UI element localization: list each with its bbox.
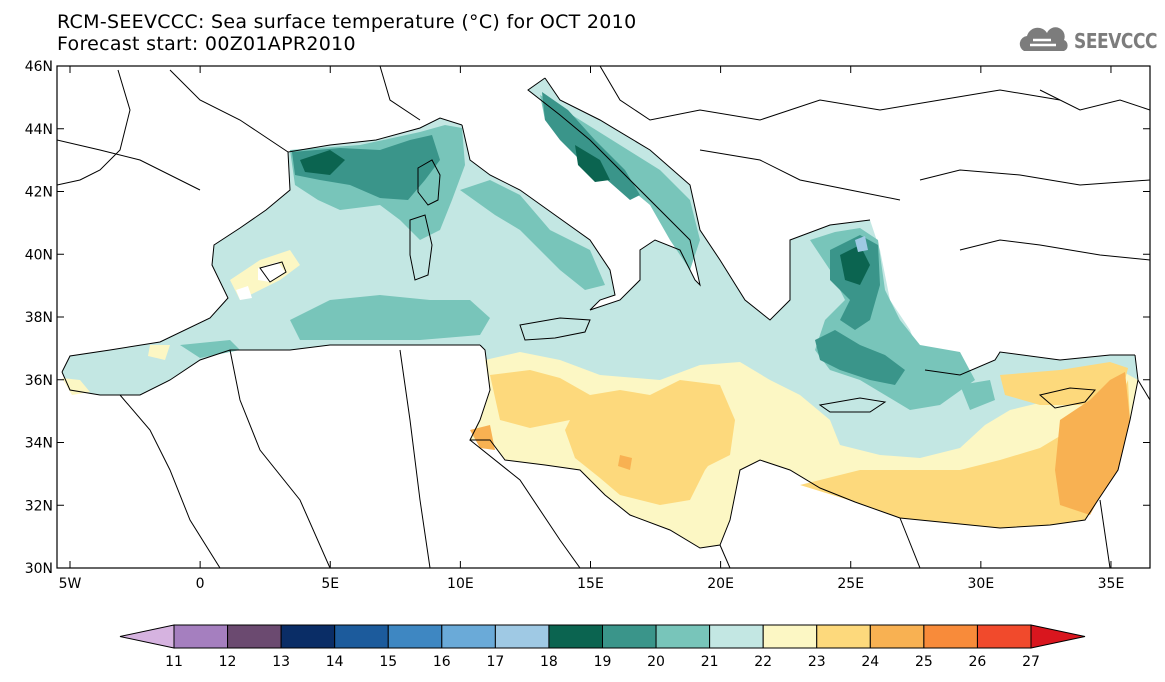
cloud-logo-icon: [1019, 27, 1068, 51]
x-tick-label: 35E: [1098, 576, 1125, 592]
colorbar-label: 14: [326, 654, 344, 670]
y-tick-label: 34N: [25, 436, 53, 452]
y-tick-label: 42N: [25, 185, 53, 201]
warm-zone-25: [470, 372, 1130, 515]
colorbar-label: 25: [915, 654, 933, 670]
colorbar-swatch: [548, 624, 603, 649]
colorbar-label: 13: [272, 654, 290, 670]
y-tick-label: 38N: [25, 310, 53, 326]
colorbar-label: 22: [754, 654, 772, 670]
x-tick-label: 0: [196, 576, 205, 592]
x-tick-label: 30E: [968, 576, 995, 592]
colorbar-swatch: [494, 624, 550, 649]
colorbar-min-arrow: [119, 624, 175, 649]
colorbar-swatch: [334, 624, 389, 649]
y-tick-label: 46N: [25, 59, 53, 75]
colorbar-swatch: [602, 624, 657, 649]
x-axis: 5W 0 5E 10E 15E 20E 25E 30E 35E: [59, 66, 1125, 592]
cool-spot-17: [855, 236, 868, 252]
y-tick-label: 36N: [25, 373, 53, 389]
colorbar-label: 12: [219, 654, 237, 670]
colorbar-label: 11: [165, 654, 183, 670]
y-tick-label: 30N: [25, 561, 53, 577]
x-tick-label: 25E: [837, 576, 864, 592]
colorbar-label: 15: [379, 654, 397, 670]
colorbar-label: 27: [1022, 654, 1040, 670]
colorbar-swatch: [869, 624, 925, 649]
colorbar-label: 24: [861, 654, 879, 670]
x-tick-label: 5W: [59, 576, 82, 592]
y-tick-label: 40N: [25, 247, 53, 263]
colorbar-swatch: [280, 624, 336, 649]
y-tick-label: 44N: [25, 122, 53, 138]
warm-zone-24: [490, 362, 1130, 528]
colorbar-label: 16: [433, 654, 451, 670]
white-islands: [236, 262, 285, 300]
x-tick-label: 20E: [707, 576, 734, 592]
colorbar-swatch: [173, 624, 229, 649]
coastal-warm-spots: [62, 250, 300, 395]
colorbar-swatch: [441, 624, 496, 649]
x-tick-label: 5E: [321, 576, 339, 592]
y-tick-label: 32N: [25, 498, 53, 514]
colorbar-swatch: [227, 624, 282, 649]
x-tick-label: 15E: [577, 576, 604, 592]
forecast-start-label: Forecast start: 00Z01APR2010: [57, 33, 356, 55]
colorbar-label: 19: [594, 654, 612, 670]
colorbar-max-arrow: [1030, 624, 1086, 649]
colorbar-swatch: [655, 624, 711, 649]
colorbar-swatch: [387, 624, 443, 649]
colorbar-swatch: [976, 624, 1032, 649]
colorbar-swatch: [709, 624, 764, 649]
colorbar-label: 20: [647, 654, 665, 670]
colorbar-swatch: [923, 624, 978, 649]
coastlines: [57, 66, 1150, 568]
map-title: RCM-SEEVCCC: Sea surface temperature (°C…: [57, 11, 637, 33]
colorbar-label: 23: [808, 654, 826, 670]
x-tick-label: 10E: [447, 576, 474, 592]
y-axis: 46N 44N 42N 40N 38N 36N 34N 32N 30N: [25, 59, 1150, 577]
logo-text: SEEVCCC: [1074, 29, 1158, 53]
colorbar-label: 26: [969, 654, 987, 670]
colorbar-label: 17: [486, 654, 504, 670]
cool-zone-19: [292, 92, 905, 385]
sea-surface-temperature-field: [62, 78, 1138, 548]
colorbar: 11 12 13 14 15 16 17 18 19 20 21 22 23 24 25 26 27: [119, 624, 1086, 670]
colorbar-swatch: [816, 624, 871, 649]
colorbar-label: 21: [701, 654, 719, 670]
colorbar-label: 18: [540, 654, 558, 670]
colorbar-swatch: [762, 624, 818, 649]
